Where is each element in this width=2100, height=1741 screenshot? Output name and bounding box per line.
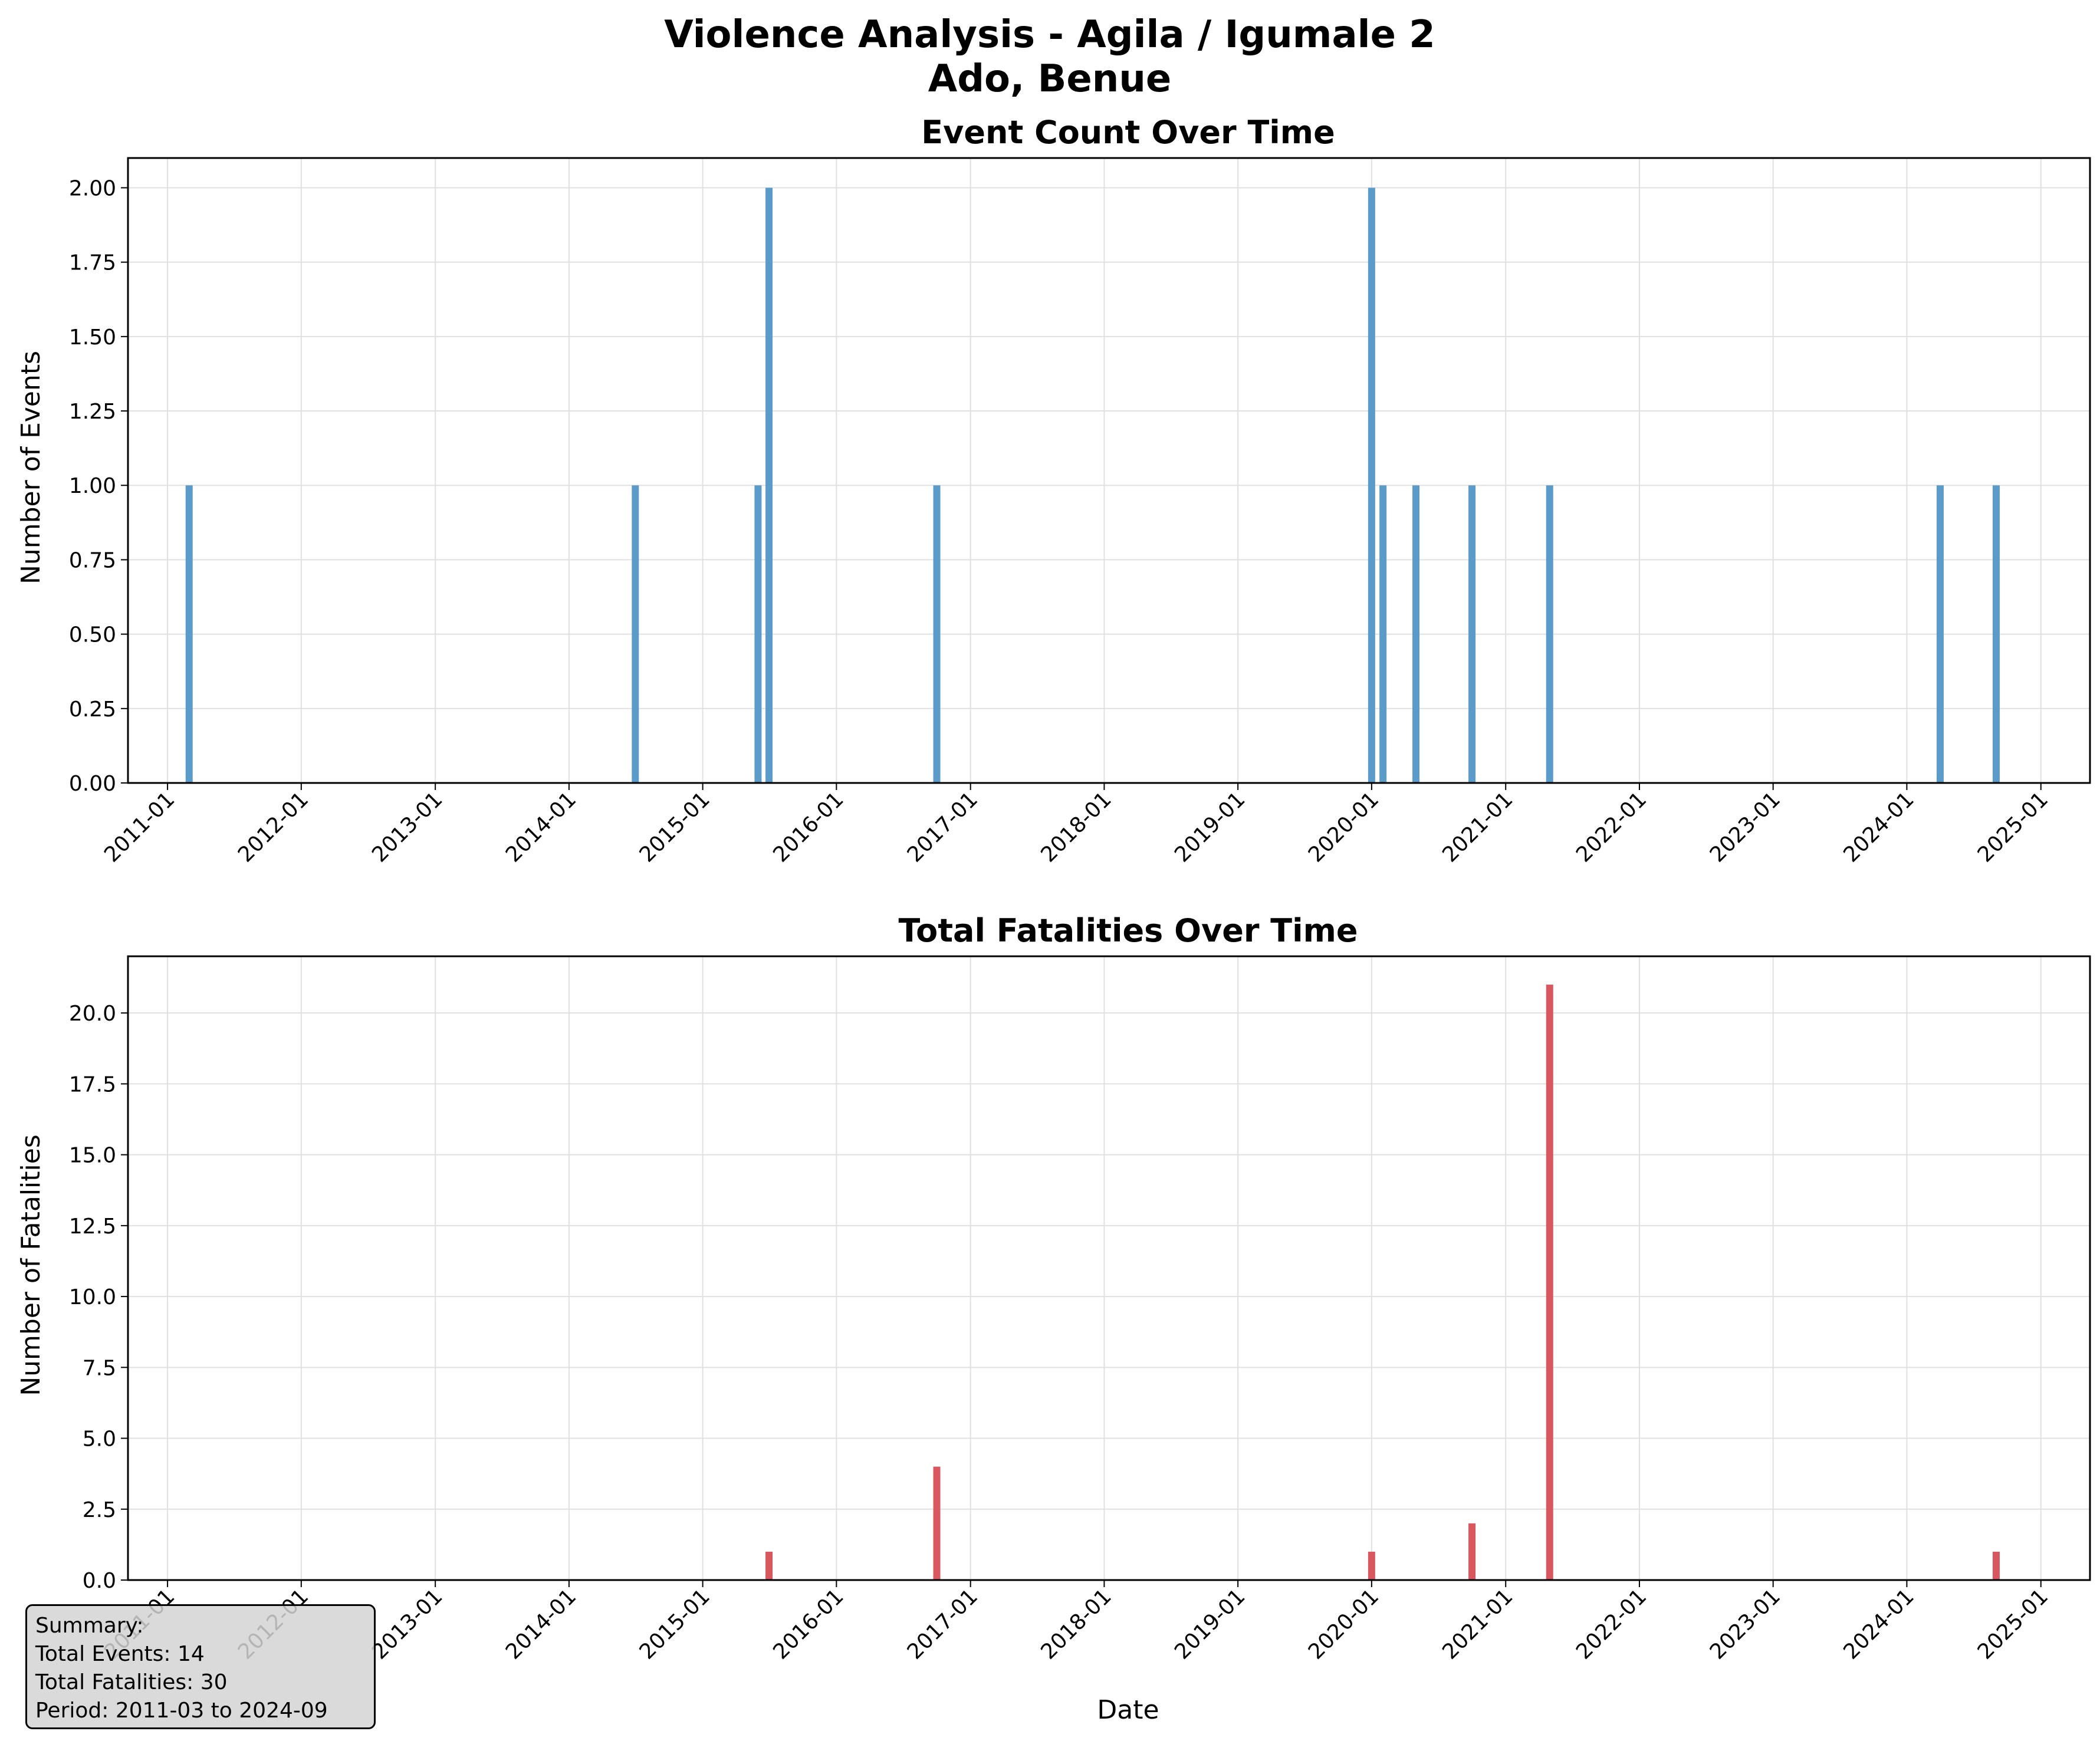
fatalities-y-tick-label: 2.5: [83, 1498, 116, 1522]
event-count-x-tick-label: 2016-01: [768, 787, 848, 867]
fatalities-bar: [1546, 985, 1553, 1580]
event-count-x-tick-label: 2014-01: [501, 787, 581, 867]
fatalities-title: Total Fatalities Over Time: [898, 912, 1358, 949]
event-count-bar: [632, 485, 639, 783]
event-count-bar: [1468, 485, 1476, 783]
event-count-y-tick-label: 1.00: [69, 474, 116, 498]
event-count-axes-frame: [127, 157, 2091, 784]
event-count-x-tick-label: 2022-01: [1572, 787, 1651, 867]
fatalities-y-tick-label: 20.0: [69, 1002, 116, 1026]
fatalities-x-tick-label: 2022-01: [1572, 1584, 1651, 1664]
summary-box: Summary: Total Events: 14 Total Fataliti…: [25, 1604, 376, 1729]
event-count-bar: [185, 485, 193, 783]
summary-total-events: Total Events: 14: [35, 1642, 205, 1666]
fatalities-bar: [765, 1551, 773, 1580]
fatalities-x-tick-label: 2014-01: [501, 1584, 581, 1664]
event-count-y-tick-label: 2.00: [69, 176, 116, 200]
event-count-y-tick-label: 1.75: [69, 251, 116, 275]
fatalities-x-tick-label: 2025-01: [1973, 1584, 2053, 1664]
event-count-bar: [1936, 485, 1944, 783]
event-count-bar: [765, 187, 773, 783]
event-count-x-tick-label: 2023-01: [1705, 787, 1785, 867]
summary-heading: Summary:: [35, 1614, 144, 1638]
fatalities-x-tick-label: 2020-01: [1304, 1584, 1383, 1664]
event-count-y-tick-label: 0.50: [69, 623, 116, 647]
fatalities-bar: [1468, 1523, 1476, 1580]
fatalities-y-tick-label: 15.0: [69, 1144, 116, 1168]
event-count-panel: Event Count Over Time Number of Events 2…: [16, 114, 2091, 867]
event-count-y-label: Number of Events: [16, 351, 46, 584]
fatalities-bar: [1992, 1551, 2000, 1580]
fatalities-x-tick-label: 2021-01: [1438, 1584, 1517, 1664]
event-count-bar: [1368, 187, 1375, 783]
fatalities-y-tick-label: 17.5: [69, 1072, 116, 1097]
event-count-x-tick-label: 2015-01: [635, 787, 715, 867]
fatalities-x-tick-label: 2018-01: [1036, 1584, 1116, 1664]
event-count-bar: [1379, 485, 1387, 783]
event-count-x-tick-label: 2020-01: [1304, 787, 1383, 867]
event-count-bar: [1992, 485, 2000, 783]
event-count-x-tick-label: 2011-01: [100, 787, 179, 867]
fatalities-y-tick-label: 5.0: [83, 1427, 116, 1452]
fatalities-x-tick-label: 2019-01: [1170, 1584, 1250, 1664]
fatalities-x-tick-label: 2016-01: [768, 1584, 848, 1664]
fatalities-y-tick-label: 7.5: [83, 1356, 116, 1380]
fatalities-y-label: Number of Fatalities: [16, 1134, 46, 1396]
fatalities-x-tick-label: 2015-01: [635, 1584, 715, 1664]
fatalities-y-tick-label: 0.0: [83, 1569, 116, 1593]
fatalities-bar: [933, 1466, 941, 1580]
event-count-x-tick-label: 2013-01: [367, 787, 447, 867]
event-count-bar: [1546, 485, 1553, 783]
fatalities-y-tick-label: 12.5: [69, 1215, 116, 1239]
event-count-y-tick-label: 1.50: [69, 325, 116, 350]
event-count-x-tick-label: 2018-01: [1036, 787, 1116, 867]
event-count-bar: [1412, 485, 1420, 783]
event-count-y-tick-label: 0.00: [69, 772, 116, 796]
event-count-x-tick-label: 2024-01: [1839, 787, 1918, 867]
fatalities-x-label: Date: [1097, 1695, 1159, 1725]
fatalities-y-tick-label: 10.0: [69, 1285, 116, 1309]
fatalities-panel: Total Fatalities Over Time Number of Fat…: [16, 912, 2091, 1725]
figure-title-line1: Violence Analysis - Agila / Igumale 2: [664, 13, 1435, 57]
event-count-title: Event Count Over Time: [921, 114, 1335, 151]
event-count-bar: [754, 485, 762, 783]
summary-total-fatalities: Total Fatalities: 30: [35, 1670, 228, 1694]
fatalities-x-tick-label: 2013-01: [367, 1584, 447, 1664]
event-count-y-tick-label: 1.25: [69, 400, 116, 424]
summary-period: Period: 2011-03 to 2024-09: [35, 1699, 328, 1723]
fatalities-x-tick-label: 2023-01: [1705, 1584, 1785, 1664]
event-count-x-tick-label: 2019-01: [1170, 787, 1250, 867]
event-count-x-tick-label: 2017-01: [903, 787, 982, 867]
figure-title-line2: Ado, Benue: [928, 57, 1172, 101]
fatalities-bar: [1368, 1551, 1375, 1580]
fatalities-x-tick-label: 2024-01: [1839, 1584, 1918, 1664]
fatalities-x-tick-label: 2017-01: [903, 1584, 982, 1664]
event-count-x-tick-label: 2012-01: [234, 787, 313, 867]
event-count-y-tick-label: 0.75: [69, 548, 116, 572]
event-count-y-tick-label: 0.25: [69, 697, 116, 722]
event-count-x-tick-label: 2025-01: [1973, 787, 2053, 867]
event-count-bar: [933, 485, 941, 783]
event-count-x-tick-label: 2021-01: [1438, 787, 1517, 867]
fatalities-axes-frame: [127, 955, 2091, 1581]
